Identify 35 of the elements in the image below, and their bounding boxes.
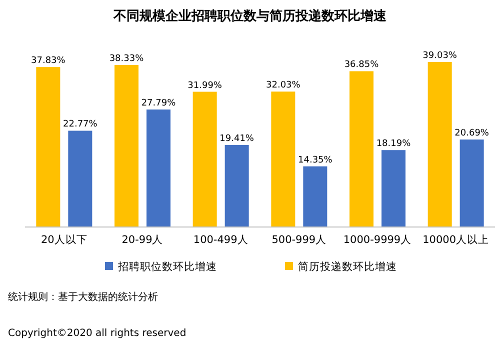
bar [192, 92, 217, 227]
chart-title: 不同规模企业招聘职位数与简历投递数环比增速 [112, 8, 388, 24]
bar [303, 166, 328, 227]
data-label: 38.33% [109, 54, 144, 64]
bar [68, 130, 92, 227]
bar [114, 64, 138, 227]
x-tick-label: 20人以下 [40, 233, 88, 246]
bar [271, 92, 296, 227]
x-tick-label: 1000-9999人 [343, 234, 412, 246]
data-label: 37.83% [31, 56, 66, 66]
x-tick-label: 20-99人 [122, 234, 164, 246]
data-label: 18.19% [376, 139, 412, 150]
bar [146, 110, 170, 227]
legend-label: 简历投递数环比增速 [298, 260, 397, 273]
legend-label: 招聘职位数环比增速 [117, 260, 217, 273]
data-label: 19.41% [220, 134, 254, 144]
data-label: 36.85% [344, 60, 380, 70]
text: 统计规则：基于大数据的统计分析 [8, 291, 158, 303]
data-label: 22.77% [63, 120, 98, 130]
data-label: 27.79% [141, 98, 176, 109]
bar [460, 140, 484, 227]
x-tick-label: 10000人以上 [422, 233, 490, 246]
bar [224, 144, 249, 227]
bar [428, 62, 452, 227]
x-tick-label: 100-499人 [193, 234, 248, 246]
data-label: 39.03% [422, 51, 458, 61]
data-label: 31.99% [188, 80, 222, 91]
x-tick-label: 500-999人 [272, 234, 327, 246]
data-label: 14.35% [298, 155, 333, 166]
bar [350, 71, 374, 227]
text: Copyright©2020 all rights reserved [8, 328, 186, 339]
data-label: 32.03% [266, 80, 301, 91]
bar [36, 67, 60, 227]
data-label: 20.69% [454, 128, 490, 139]
bar [382, 150, 406, 227]
